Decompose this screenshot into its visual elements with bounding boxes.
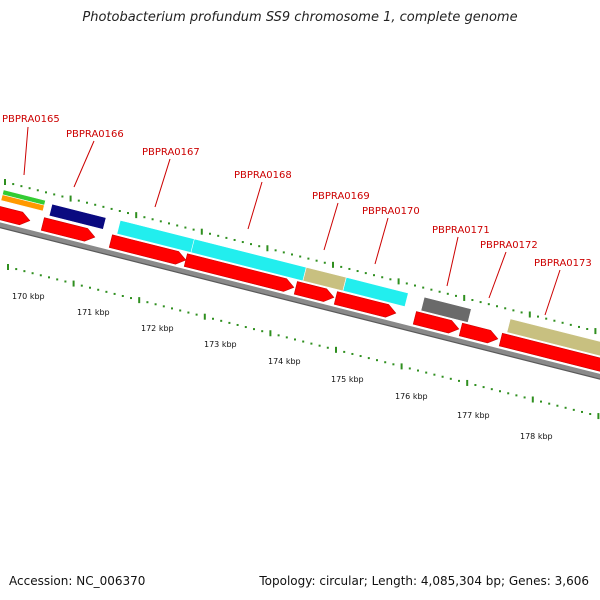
- gene-label: PBPRA0166: [66, 129, 124, 140]
- cds-arrow: [293, 281, 335, 302]
- leader-line: [73, 140, 95, 188]
- cds-arrow: [412, 311, 460, 334]
- cds-arrows: [0, 206, 600, 372]
- leader-line: [323, 202, 339, 251]
- gene-labels: PBPRA0165 PBPRA0166 PBPRA0167 PBPRA0168 PBPR…: [2, 114, 592, 269]
- leader-line: [247, 181, 263, 230]
- gene-label: PBPRA0165: [2, 114, 60, 125]
- kbp-label: 175 kbp: [331, 375, 364, 384]
- outer-tick-marks: [4, 179, 597, 335]
- gene-label: PBPRA0170: [362, 206, 420, 217]
- kbp-labels: 170 kbp 171 kbp 172 kbp 173 kbp 174 kbp 175 k…: [12, 292, 553, 441]
- inner-tick-marks: [7, 264, 600, 420]
- leader-line: [23, 126, 29, 176]
- cds-arrow: [458, 322, 499, 344]
- gene-label: PBPRA0168: [234, 170, 292, 181]
- backbone-line: [0, 222, 600, 380]
- leader-line: [544, 269, 561, 316]
- feature-track: [0, 189, 600, 357]
- cds-arrow: [0, 206, 31, 226]
- cds-arrow: [40, 217, 96, 242]
- kbp-label: 177 kbp: [457, 411, 490, 420]
- gene-label: PBPRA0171: [432, 225, 490, 236]
- kbp-label: 171 kbp: [77, 308, 110, 317]
- cds-arrow: [498, 332, 600, 372]
- gene-label: PBPRA0173: [534, 258, 592, 269]
- backbone-edge: [0, 226, 600, 380]
- genome-stats-label: Topology: circular; Length: 4,085,304 bp…: [259, 574, 589, 588]
- cds-arrow: [333, 291, 397, 318]
- leader-line: [446, 236, 459, 287]
- leader-line: [154, 158, 171, 208]
- gene-label: PBPRA0172: [480, 240, 538, 251]
- kbp-label: 172 kbp: [141, 324, 174, 333]
- feature-orange: [0, 194, 45, 212]
- feature-khaki-2: [506, 318, 600, 357]
- feature-gray: [420, 296, 472, 323]
- leader-line: [374, 217, 389, 265]
- gene-label: PBPRA0167: [142, 147, 200, 158]
- backbone-track: [0, 222, 600, 380]
- cds-arrow: [108, 234, 187, 265]
- gene-label: PBPRA0169: [312, 191, 370, 202]
- label-leader-lines: [23, 126, 561, 316]
- kbp-label: 176 kbp: [395, 392, 428, 401]
- cds-arrow: [183, 253, 295, 292]
- kbp-label: 173 kbp: [204, 340, 237, 349]
- kbp-label: 178 kbp: [520, 432, 553, 441]
- kbp-label: 174 kbp: [268, 357, 301, 366]
- leader-line: [488, 251, 507, 299]
- feature-navy: [48, 203, 107, 230]
- feature-cyan-3: [342, 277, 409, 307]
- map-title: Photobacterium profundum SS9 chromosome …: [82, 10, 518, 25]
- kbp-label: 170 kbp: [12, 292, 45, 301]
- accession-label: Accession: NC_006370: [9, 574, 146, 588]
